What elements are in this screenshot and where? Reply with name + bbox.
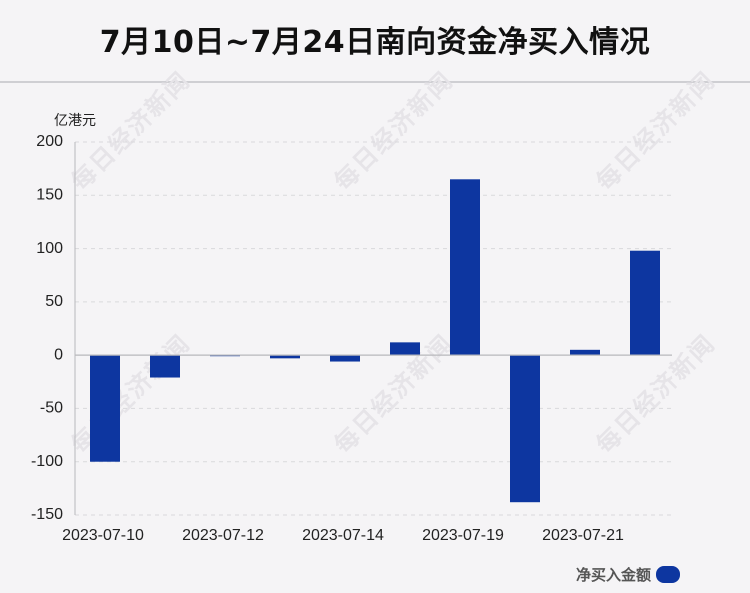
y-tick-labels: 200 150 100 50 0 -50 -100 -150 — [31, 133, 63, 523]
title-divider — [0, 81, 750, 83]
x-tick-label: 2023-07-19 — [422, 527, 504, 544]
watermark-text: 每日经济新闻 — [65, 328, 196, 459]
bar — [150, 355, 180, 378]
grid-lines — [75, 141, 672, 516]
x-tick-label: 2023-07-14 — [302, 527, 384, 544]
bar — [630, 250, 660, 356]
bar — [270, 355, 300, 359]
y-tick-label: -150 — [31, 506, 63, 523]
x-tick-label: 2023-07-12 — [182, 527, 264, 544]
watermark-text: 每日经济新闻 — [590, 65, 721, 196]
watermark-text: 每日经济新闻 — [65, 65, 196, 196]
y-tick-label: -100 — [31, 453, 63, 470]
bar — [330, 355, 360, 362]
bars — [90, 179, 660, 503]
bar — [450, 179, 480, 356]
y-tick-label: 150 — [36, 187, 63, 204]
bar — [570, 349, 600, 356]
x-tick-labels: 2023-07-10 2023-07-12 2023-07-14 2023-07-19… — [62, 527, 624, 544]
axes — [74, 142, 672, 515]
x-tick-label: 2023-07-10 — [62, 527, 144, 544]
watermark-text: 每日经济新闻 — [328, 65, 459, 196]
chart-title: 7月10日~7月24日南向资金净买入情况 — [99, 25, 651, 60]
y-unit-label: 亿港元 — [54, 113, 96, 129]
y-tick-label: 100 — [36, 240, 63, 257]
bar — [390, 342, 420, 356]
bar — [90, 355, 120, 462]
y-tick-label: 50 — [45, 293, 63, 310]
legend: 净买入金额 — [576, 563, 681, 585]
legend-swatch — [656, 565, 681, 583]
y-tick-label: 200 — [36, 133, 63, 150]
legend-label: 净买入金额 — [576, 565, 652, 584]
bar — [510, 355, 540, 503]
x-tick-label: 2023-07-21 — [542, 527, 624, 544]
y-tick-label: -50 — [40, 400, 63, 417]
y-tick-label: 0 — [54, 346, 63, 363]
